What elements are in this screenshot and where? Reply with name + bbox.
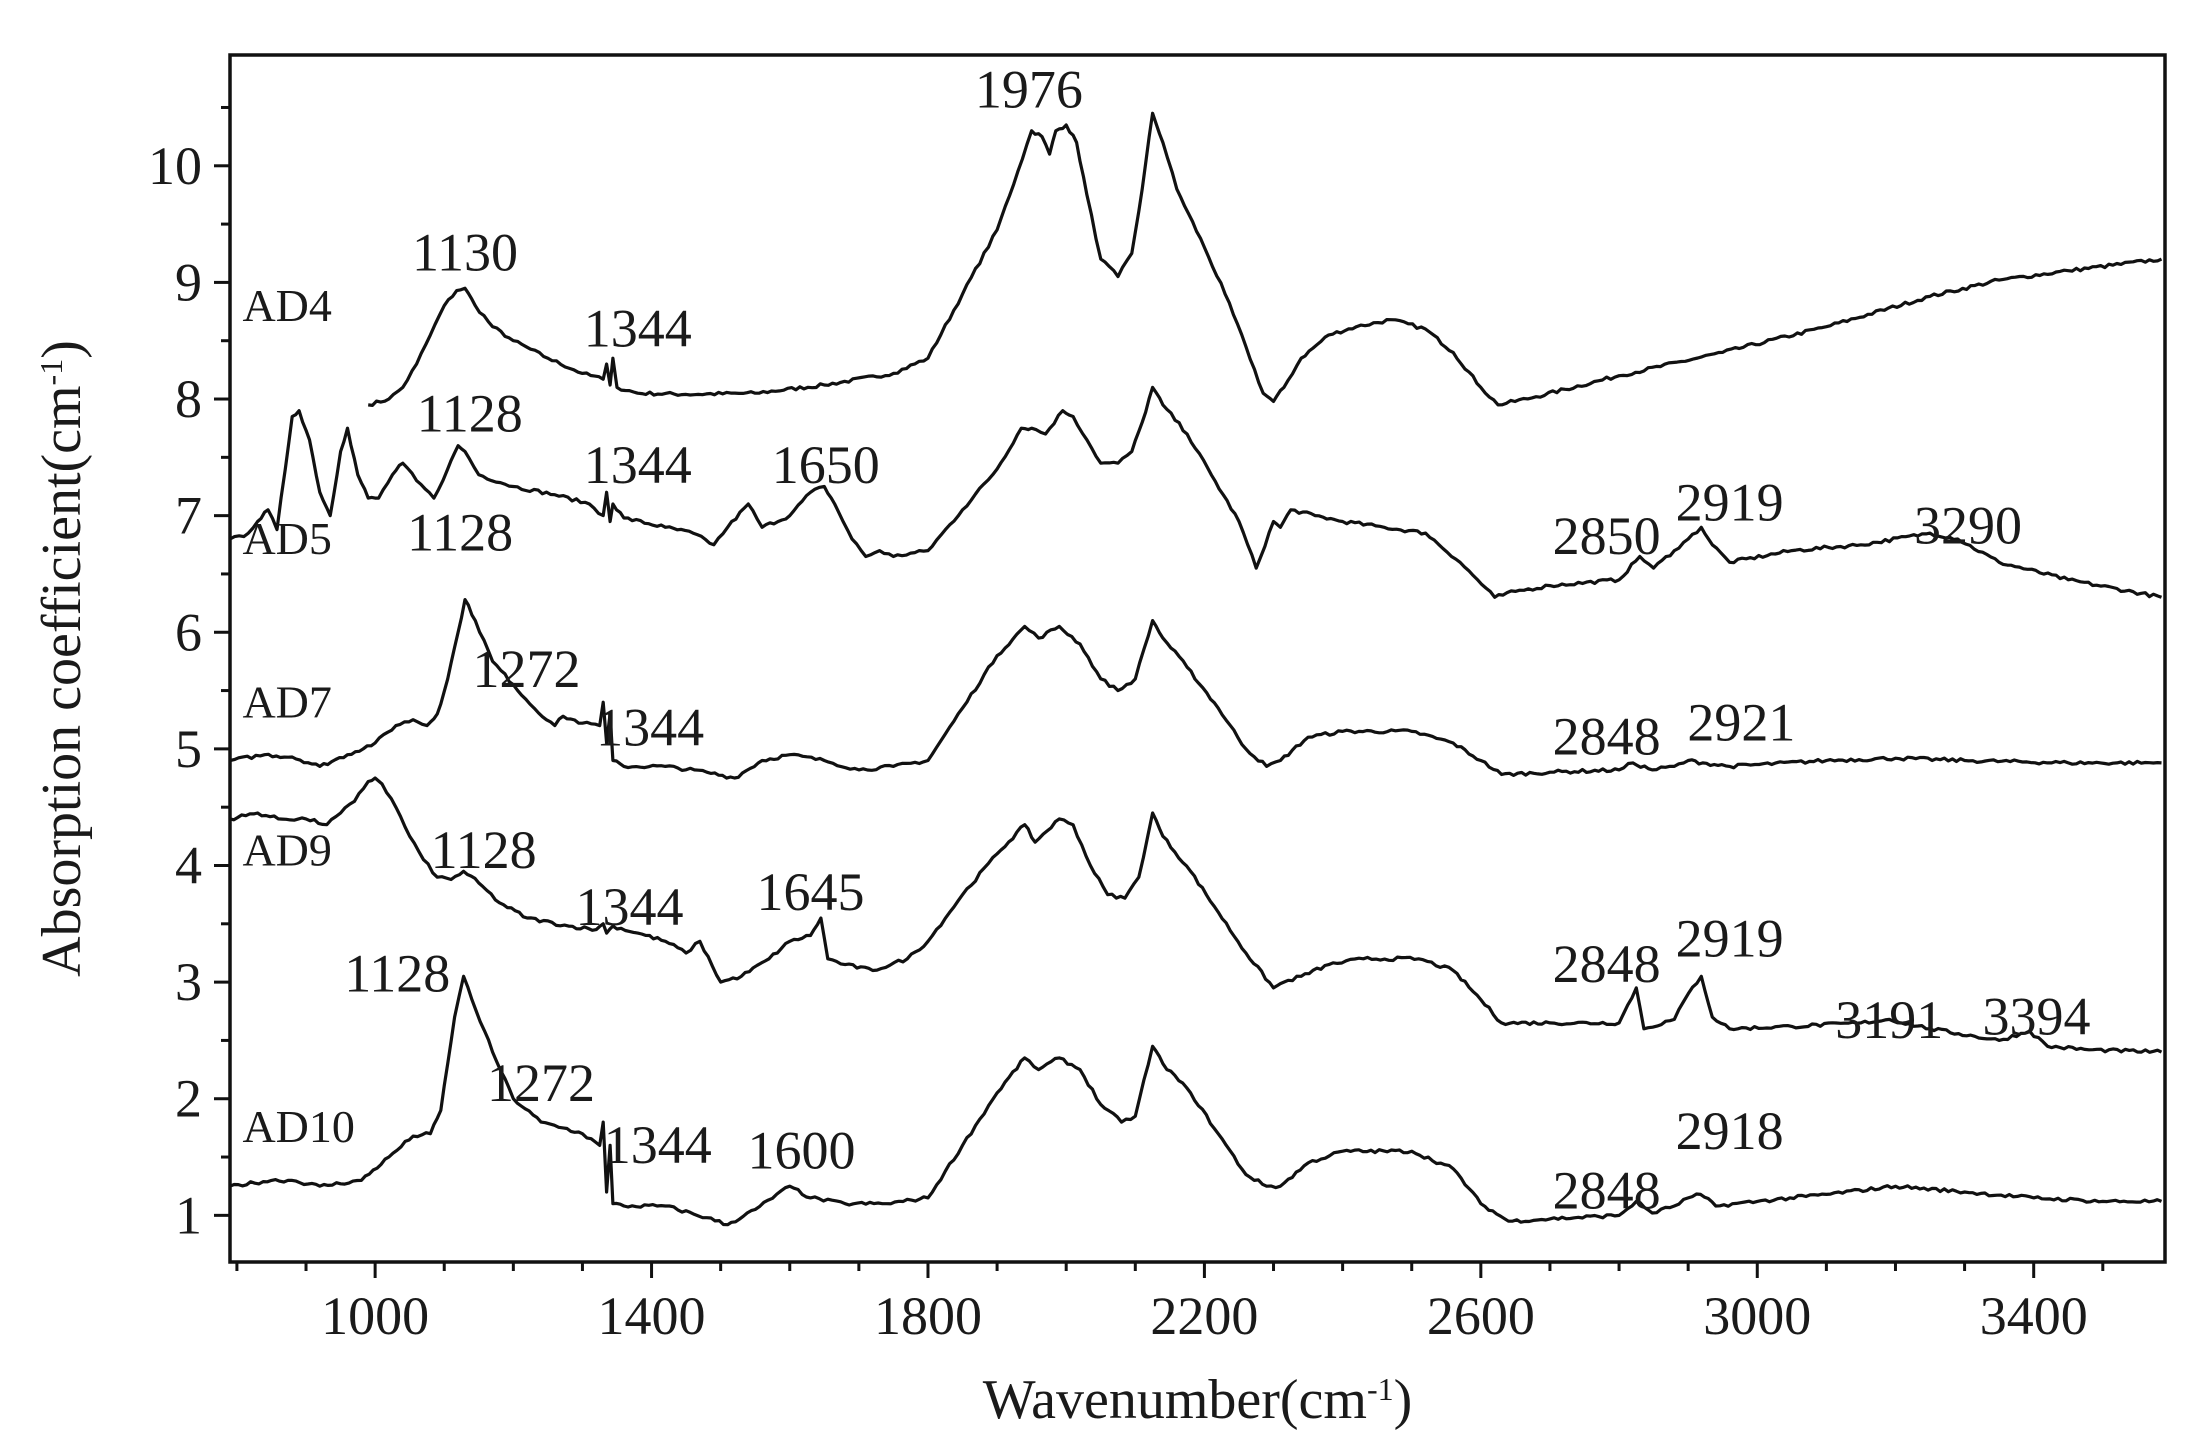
peak-label: 1344 [584,435,692,495]
x-tick-label: 1000 [321,1286,429,1346]
x-axis-title: Wavenumber(cm-1) [983,1369,1413,1431]
x-tick-label: 2600 [1427,1286,1535,1346]
peak-label: 1344 [604,1115,712,1175]
series-line-ad10 [229,974,2163,1227]
y-tick-label: 10 [148,136,202,196]
plot-frame [228,53,2167,1264]
y-tick-label: 3 [175,952,202,1012]
peak-label: 1344 [575,877,683,937]
x-tick-label: 3000 [1703,1286,1811,1346]
peak-label: 1344 [584,299,692,359]
peak-label: 1650 [772,435,880,495]
series-label-ad7: AD7 [242,676,331,727]
y-tick-label: 9 [175,252,202,312]
series-labels: AD4 AD5 AD7 AD9 AD10 [242,280,354,1152]
series-label-ad9: AD9 [242,824,331,875]
peak-label: 3394 [1982,987,2090,1047]
axis-titles: Wavenumber(cm-1) Absorption coefficient(… [31,340,1412,1431]
series-line-ad7 [229,598,2162,780]
y-tick-label: 4 [175,835,202,895]
peak-label: 2919 [1676,472,1784,532]
peak-label: 2848 [1553,707,1661,767]
y-axis-title-main: Absorption coefficient(cm [31,385,93,976]
x-axis-title-sup: -1 [1367,1371,1394,1407]
peak-label: 1128 [417,384,523,444]
peak-label: 1600 [748,1121,856,1181]
peak-label: 1128 [407,503,513,563]
y-tick-label: 6 [175,602,202,662]
series-label-ad5: AD5 [242,513,331,564]
peak-label: 3290 [1914,496,2022,556]
series-lines [229,111,2163,1227]
y-tick-label: 7 [175,486,202,546]
y-axis-title: Absorption coefficient(cm-1) [31,340,93,977]
peak-label: 3191 [1835,990,1943,1050]
peak-label: 1976 [975,59,1083,119]
peak-label: 2848 [1553,1160,1661,1220]
peak-label: 2921 [1687,693,1795,753]
y-tick-label: 1 [175,1185,202,1245]
peak-label: 1344 [596,697,704,757]
series-line-ad9 [229,776,2163,1054]
peak-label: 1128 [431,820,537,880]
y-axis-title-sup: -1 [33,359,69,386]
series-line-ad5 [229,385,2163,599]
peak-label: 2848 [1553,934,1661,994]
x-tick-label: 1800 [874,1286,982,1346]
plot-area-border [228,53,2167,1264]
y-tick-label: 5 [175,719,202,779]
x-tick-label: 3400 [1980,1286,2088,1346]
x-tick-label: 2200 [1150,1286,1258,1346]
peak-label: 1272 [472,639,580,699]
series-line-ad4 [368,111,2163,407]
y-tick-label: 8 [175,369,202,429]
x-axis-title-tail: ) [1394,1369,1413,1431]
peak-label: 2919 [1676,908,1784,968]
series-label-ad10: AD10 [242,1101,354,1152]
axis-ticks: 1000 1400 1800 2200 2600 3000 3400 1 2 3 4 5 6 7 8 9 10 [148,105,2105,1346]
y-tick-label: 2 [175,1069,202,1129]
peak-label: 1645 [757,862,865,922]
peak-label: 2918 [1676,1101,1784,1161]
y-axis-title-tail: ) [31,340,93,359]
series-label-ad4: AD4 [242,280,331,331]
peak-label: 2850 [1553,506,1661,566]
peak-label: 1128 [344,943,450,1003]
peak-label: 1272 [487,1053,595,1113]
x-axis-title-main: Wavenumber(cm [983,1369,1367,1431]
x-tick-label: 1400 [598,1286,706,1346]
peak-label: 1130 [412,223,518,283]
